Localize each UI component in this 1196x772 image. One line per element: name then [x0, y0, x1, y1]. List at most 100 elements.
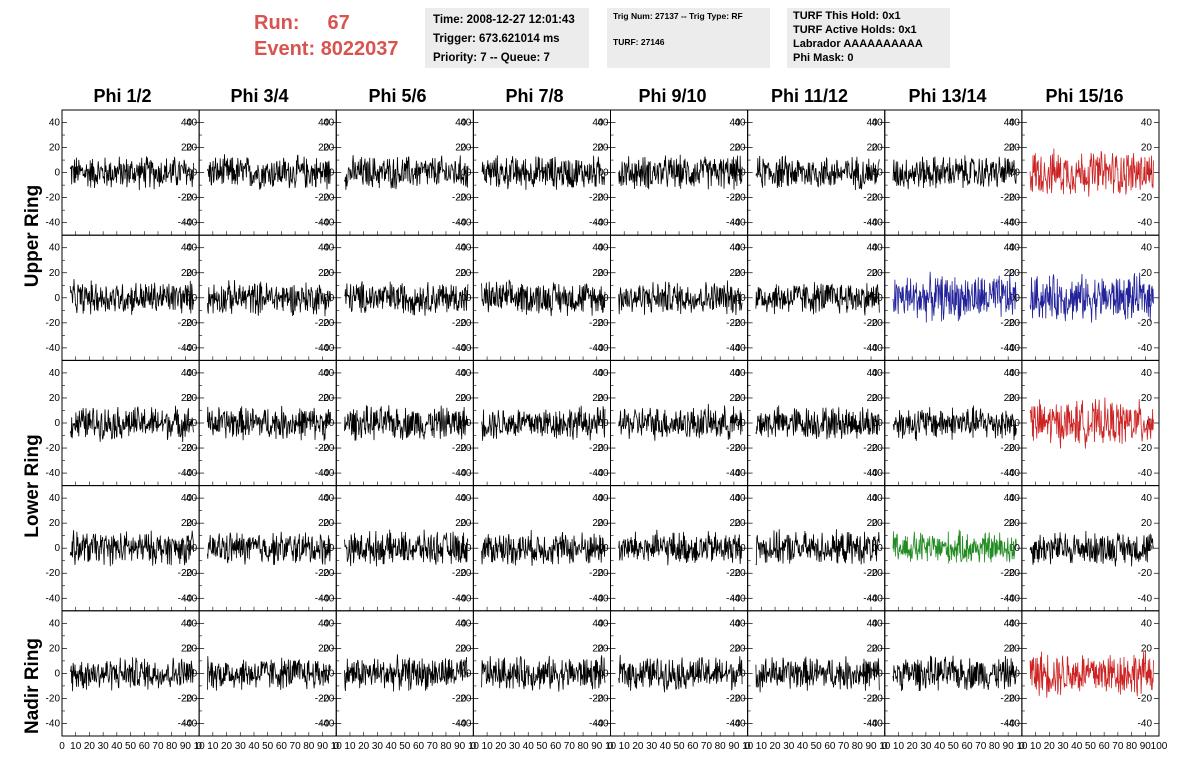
x-tick-label: 50	[125, 741, 137, 752]
y-tick-label-left: 40	[49, 118, 61, 129]
x-tick-label: 0	[608, 741, 614, 752]
y-tick-label-right: -20	[178, 318, 193, 329]
run-event-header: Run: 67 Event: 8022037	[254, 10, 399, 62]
y-tick-label-right: -40	[589, 218, 604, 229]
x-tick-label: 30	[783, 741, 795, 752]
x-tick-label: 0	[59, 741, 65, 752]
y-tick-label-right: 20	[1141, 643, 1153, 654]
y-tick-label-right: 20	[1004, 518, 1016, 529]
y-tick-label-left: 20	[597, 393, 609, 404]
y-tick-label-left: 40	[735, 368, 747, 379]
y-tick-label-left: -40	[46, 593, 61, 604]
waveform-trace	[207, 405, 332, 441]
y-tick-label-right: 40	[181, 243, 193, 254]
y-tick-label-right: -40	[1138, 468, 1153, 479]
y-tick-label-left: 0	[329, 543, 335, 554]
x-tick-label: 0	[745, 741, 751, 752]
x-tick-label: 50	[674, 741, 686, 752]
y-tick-label-left: 40	[323, 118, 335, 129]
y-tick-label-right: -40	[1138, 593, 1153, 604]
y-tick-label-right: -20	[1000, 568, 1015, 579]
waveform-trace	[755, 405, 880, 440]
y-tick-label-right: -20	[452, 568, 467, 579]
y-tick-label-left: 20	[1009, 643, 1021, 654]
x-tick-label: 10	[70, 741, 82, 752]
time-text: Time: 2008-12-27 12:01:43	[433, 14, 575, 26]
x-tick-label: 20	[495, 741, 507, 752]
y-tick-label-left: 20	[186, 518, 198, 529]
y-tick-label-left: -40	[731, 593, 746, 604]
y-tick-label-right: -40	[178, 468, 193, 479]
y-tick-label-left: 40	[872, 243, 884, 254]
y-tick-label-left: 0	[329, 168, 335, 179]
x-tick-label: 60	[687, 741, 699, 752]
y-tick-label-right: 20	[730, 268, 742, 279]
x-tick-label: 10	[1016, 741, 1028, 752]
y-tick-label-right: 0	[1009, 543, 1015, 554]
y-tick-label-right: -20	[863, 568, 878, 579]
y-tick-label-right: 20	[318, 268, 330, 279]
y-tick-label-left: -40	[594, 468, 609, 479]
y-tick-label-left: 40	[186, 118, 198, 129]
waveform-trace	[755, 529, 880, 566]
waveform-trace	[892, 405, 1017, 441]
y-tick-label-left: 0	[1014, 668, 1020, 679]
y-tick-label-right: -20	[178, 693, 193, 704]
y-tick-label-right: -40	[863, 593, 878, 604]
y-tick-label-right: 20	[730, 143, 742, 154]
y-tick-label-left: 20	[323, 143, 335, 154]
x-tick-label: 0	[471, 741, 477, 752]
y-tick-label-left: -40	[868, 468, 883, 479]
y-tick-label-left: 0	[329, 418, 335, 429]
y-tick-label-left: 0	[1014, 418, 1020, 429]
x-tick-label: 70	[427, 741, 439, 752]
turf-text: TURF: 27146	[613, 37, 665, 47]
y-tick-label-right: -20	[315, 193, 330, 204]
y-tick-label-right: -20	[863, 693, 878, 704]
y-tick-label-left: -40	[457, 468, 472, 479]
y-tick-label-left: 0	[740, 293, 746, 304]
y-tick-label-right: -40	[452, 718, 467, 729]
y-tick-label-right: 20	[1141, 518, 1153, 529]
y-tick-label-right: 20	[1004, 143, 1016, 154]
y-tick-label-right: 40	[318, 618, 330, 629]
y-tick-label-right: -20	[315, 693, 330, 704]
waveform-trace	[481, 279, 606, 317]
y-tick-label-left: 40	[186, 243, 198, 254]
x-tick-label: 80	[440, 741, 452, 752]
y-tick-label-left: 40	[597, 118, 609, 129]
y-tick-label-right: 40	[592, 493, 604, 504]
y-tick-label-left: -20	[46, 193, 61, 204]
y-tick-label-right: -20	[178, 568, 193, 579]
time-info-box: Time: 2008-12-27 12:01:43 Trigger: 673.6…	[425, 8, 589, 68]
y-tick-label-right: 20	[1004, 643, 1016, 654]
waveform-trace	[1029, 272, 1154, 323]
x-tick-label: 20	[907, 741, 919, 752]
x-tick-label: 10	[344, 741, 356, 752]
y-tick-label-left: -40	[1005, 343, 1020, 354]
y-tick-label-right: 0	[1009, 418, 1015, 429]
y-tick-label-left: 0	[740, 168, 746, 179]
waveform-trace	[1029, 530, 1154, 567]
y-tick-label-left: 40	[49, 368, 61, 379]
y-tick-label-right: -20	[1000, 193, 1015, 204]
y-tick-label-right: 20	[867, 268, 879, 279]
run-label: Run:	[254, 12, 300, 34]
y-tick-label-left: 40	[323, 493, 335, 504]
y-tick-label-left: 0	[603, 418, 609, 429]
y-tick-label-right: 40	[318, 243, 330, 254]
y-tick-label-right: -40	[863, 468, 878, 479]
waveform-trace	[344, 529, 469, 567]
y-tick-label-left: -40	[868, 718, 883, 729]
turf-this-hold-text: TURF This Hold: 0x1	[793, 10, 901, 22]
y-tick-label-left: 40	[597, 368, 609, 379]
y-tick-label-left: -40	[731, 218, 746, 229]
y-tick-label-right: 40	[318, 368, 330, 379]
waveform-trace	[69, 657, 194, 692]
y-tick-label-left: -20	[320, 193, 335, 204]
y-tick-label-left: 20	[323, 643, 335, 654]
y-tick-label-left: 0	[603, 668, 609, 679]
x-tick-label: 70	[838, 741, 850, 752]
y-tick-label-left: 40	[1009, 368, 1021, 379]
y-tick-label-left: 40	[49, 493, 61, 504]
